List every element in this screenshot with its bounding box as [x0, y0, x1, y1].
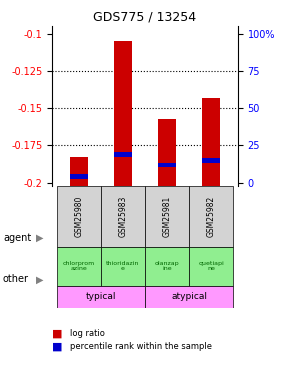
Text: ▶: ▶ [36, 233, 44, 243]
Bar [202, 158, 220, 162]
Text: log ratio: log ratio [70, 329, 104, 338]
Bar [158, 118, 176, 186]
Text: agent: agent [3, 233, 31, 243]
Bar [101, 186, 145, 247]
Text: GSM25983: GSM25983 [118, 195, 127, 237]
Bar [202, 98, 220, 186]
Bar [114, 152, 132, 157]
Bar [70, 158, 88, 186]
Text: GSM25981: GSM25981 [163, 195, 172, 237]
Text: other: other [3, 274, 29, 284]
Bar [70, 174, 88, 179]
Text: ▶: ▶ [36, 274, 44, 284]
Text: thioridazin
e: thioridazin e [106, 261, 139, 272]
Bar [57, 186, 101, 247]
Title: GDS775 / 13254: GDS775 / 13254 [93, 11, 197, 24]
Bar [145, 246, 189, 286]
Bar [57, 286, 145, 308]
Bar [114, 41, 132, 186]
Text: chlorprom
azine: chlorprom azine [63, 261, 95, 272]
Text: atypical: atypical [171, 292, 207, 301]
Text: typical: typical [86, 292, 116, 301]
Text: percentile rank within the sample: percentile rank within the sample [70, 342, 212, 351]
Text: GSM25980: GSM25980 [74, 195, 83, 237]
Bar [158, 162, 176, 167]
Text: ■: ■ [52, 342, 63, 352]
Text: quetiapi
ne: quetiapi ne [198, 261, 224, 272]
Bar [145, 186, 189, 247]
Bar [145, 286, 233, 308]
Text: olanzap
ine: olanzap ine [155, 261, 180, 272]
Bar [189, 246, 233, 286]
Bar [189, 186, 233, 247]
Bar [101, 246, 145, 286]
Bar [57, 246, 101, 286]
Text: GSM25982: GSM25982 [207, 195, 216, 237]
Text: ■: ■ [52, 329, 63, 339]
